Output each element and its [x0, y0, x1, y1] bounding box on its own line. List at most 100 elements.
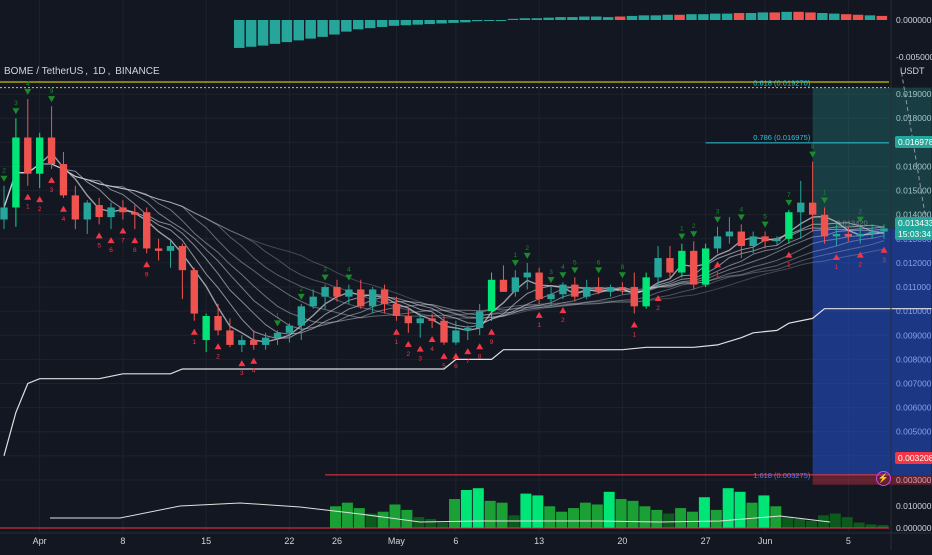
histogram-bar: [686, 14, 697, 20]
time-axis-label: 20: [617, 536, 627, 546]
buy-signal-count: 1: [26, 204, 30, 211]
volume-bar: [449, 499, 460, 528]
top-axis-label: 0.000000: [896, 15, 932, 25]
volume-bar: [389, 504, 401, 528]
sell-signal-arrow: [856, 216, 864, 223]
time-axis-label: 5: [846, 536, 851, 546]
buy-signal-count: 4: [430, 346, 434, 353]
sell-signal-count: 2: [299, 286, 303, 293]
time-axis-label: 15: [201, 536, 211, 546]
exchange-label: BINANCE: [115, 66, 160, 77]
sell-signal-count: 8: [621, 264, 625, 271]
sell-signal-count: 5: [573, 259, 577, 266]
candle-body: [143, 212, 151, 249]
volume-bar: [698, 497, 710, 528]
interval-label[interactable]: 1D: [92, 66, 106, 77]
sell-signal-count: 1: [276, 312, 280, 319]
volume-bar: [401, 509, 413, 528]
time-axis-label: 8: [120, 536, 125, 546]
sell-signal-arrow: [571, 267, 579, 274]
buy-signal-arrow: [440, 352, 448, 359]
sell-signal-count: 3: [323, 267, 327, 274]
volume-bar: [568, 508, 579, 528]
buy-signal-arrow: [630, 321, 638, 328]
buy-signal-count: 7: [121, 238, 125, 245]
time-axis-label: 6: [453, 536, 458, 546]
volume-bar: [603, 491, 615, 528]
price-axis-label: 0.011000: [896, 282, 931, 292]
buy-signal-count: 2: [216, 353, 220, 360]
candle-body: [701, 248, 710, 285]
moving-average-line: [3, 163, 885, 317]
candle-body: [797, 202, 805, 213]
buy-signal-count: 2: [38, 206, 42, 213]
sell-signal-arrow: [321, 274, 329, 281]
candle-body: [285, 325, 294, 333]
candle-body: [523, 272, 531, 278]
buy-signal-arrow: [880, 246, 888, 253]
candle-body: [416, 318, 424, 324]
buy-signal-arrow: [214, 343, 222, 350]
volume-bar: [472, 488, 484, 528]
histogram-bar: [614, 16, 626, 20]
target-zone: [812, 87, 932, 229]
time-axis-label: 26: [332, 536, 342, 546]
histogram-bar: [412, 20, 423, 25]
buy-signal-count: 1: [632, 332, 636, 339]
histogram-bar: [257, 20, 269, 46]
fib-0786-label: 0.786 (0.016975): [753, 133, 811, 142]
sell-signal-count: 4: [347, 267, 351, 274]
sell-signal-count: 4: [739, 206, 743, 213]
histogram-bar: [507, 18, 519, 20]
time-axis-label: 13: [534, 536, 544, 546]
volume-bar: [544, 506, 556, 528]
price-axis-label: 0.018000: [896, 113, 932, 123]
candle-body: [749, 236, 757, 247]
volume-ma-line: [50, 502, 831, 523]
buy-signal-count: 2: [407, 351, 411, 358]
buy-signal-arrow: [131, 237, 139, 244]
sell-signal-count: 3: [716, 209, 720, 216]
sell-signal-arrow: [511, 260, 519, 267]
buy-signal-count: 1: [395, 339, 399, 346]
currency-label[interactable]: USDT: [900, 66, 925, 76]
candle-body: [357, 289, 365, 307]
buy-signal-arrow: [416, 345, 424, 352]
sell-signal-arrow: [48, 96, 56, 103]
sell-signal-count: 2: [2, 168, 6, 175]
symbol-name[interactable]: BOME / TetherUS: [4, 66, 84, 77]
candle-body: [238, 340, 246, 345]
volume-bar: [520, 493, 532, 528]
volume-bar: [639, 506, 651, 528]
time-axis-label: Jun: [758, 536, 773, 546]
sell-signal-arrow: [714, 216, 722, 223]
symbol-info[interactable]: BOME / TetherUS, 1D, BINANCE: [4, 66, 160, 77]
buy-signal-arrow: [238, 360, 246, 367]
candle-body: [392, 303, 401, 316]
buy-signal-arrow: [535, 311, 543, 318]
candle-body: [547, 294, 555, 300]
candle-body: [0, 207, 8, 220]
volume-bar: [556, 511, 568, 528]
price-axis-label: 0.012000: [896, 258, 932, 268]
candle-body: [131, 212, 139, 215]
sell-signal-arrow: [737, 214, 745, 221]
volume-bar: [353, 508, 365, 528]
volume-bar: [377, 511, 389, 528]
histogram-bar: [733, 13, 745, 20]
histogram-bar: [721, 13, 733, 20]
fib-0618-label: 0.618 (0.019270): [753, 79, 811, 88]
candle-body: [404, 315, 413, 324]
candle-body: [868, 231, 876, 234]
buy-signal-count: 5: [442, 363, 446, 370]
sell-signal-arrow: [618, 272, 626, 279]
lightning-icon[interactable]: ⚡: [876, 471, 891, 486]
candle-body: [428, 318, 436, 321]
candle-body: [178, 246, 187, 271]
buy-signal-count: 2: [858, 262, 862, 269]
sell-signal-count: 8: [811, 144, 815, 151]
sell-signal-count: 2: [692, 223, 696, 230]
time-axis-label: Apr: [33, 536, 47, 546]
